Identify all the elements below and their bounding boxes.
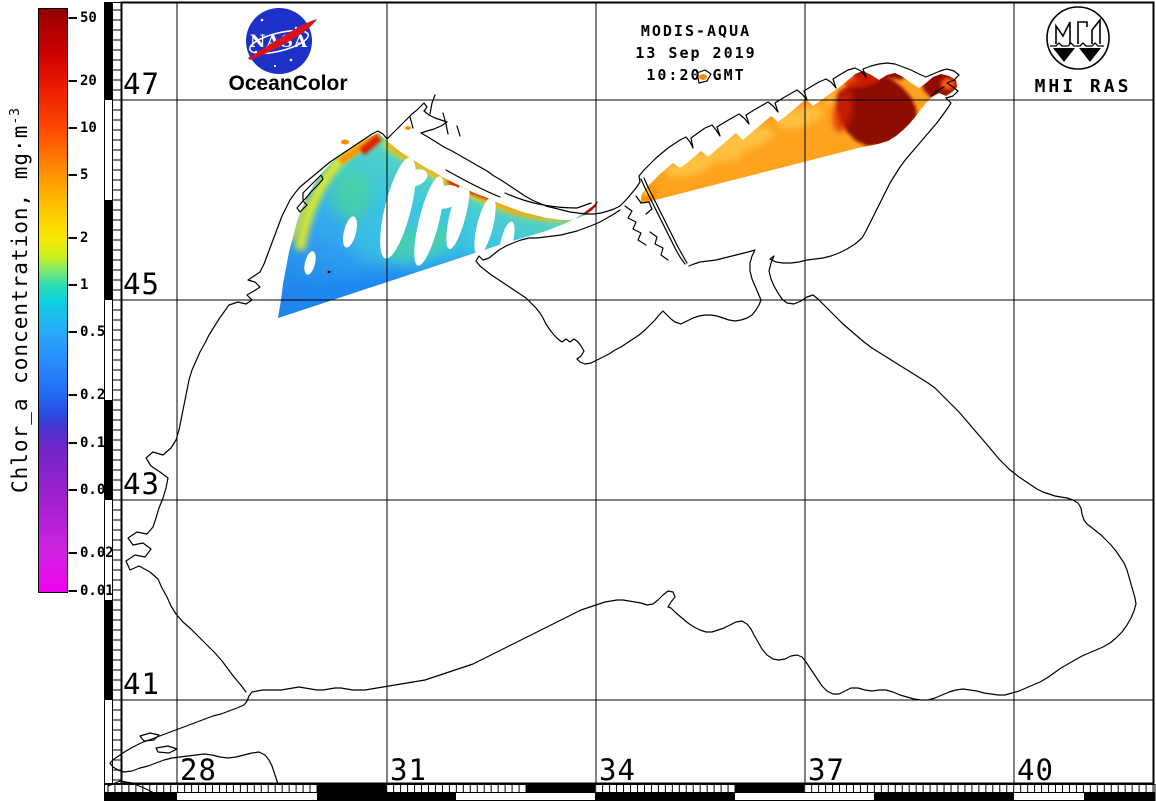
coastline-crimea [475, 209, 762, 365]
mhi-waves-icon [1050, 42, 1104, 47]
longitude-ruler-fine-block [526, 785, 595, 792]
swath-azov-base [640, 71, 957, 204]
coastlines [107, 62, 1137, 801]
colorbar [38, 8, 77, 593]
map-rulers [104, 2, 1156, 801]
longitude-ruler-fine-block [735, 785, 804, 792]
mhi-sail-right-icon [1079, 48, 1101, 62]
lat-lon-grid [121, 2, 1154, 784]
coastline-don-delta [930, 86, 945, 97]
lagoon-data-dots [341, 74, 707, 145]
coastline-bottom-corner [107, 780, 167, 801]
colorbar-tick-dashes [68, 17, 77, 592]
longitude-ruler-fine-block [317, 785, 387, 792]
coastline-dzharylgach [504, 192, 592, 209]
latitude-ruler-block [105, 200, 113, 300]
map-frame [120, 1, 1155, 785]
mhi-ras-logo [1046, 6, 1110, 70]
coastline-tendra-spit [445, 169, 501, 198]
coastline-arabat-spit [640, 178, 686, 265]
latitude-ruler-block [105, 600, 113, 700]
mhi-letter-m [1055, 21, 1071, 44]
coastline-molochna-lagoon [696, 69, 712, 84]
coastline-black-sea [109, 62, 1137, 785]
coastline-marmara-islands [139, 732, 178, 754]
mhi-letter-g [1077, 21, 1088, 44]
island-dot [327, 270, 331, 274]
longitude-ruler-coarse-block [1084, 793, 1155, 801]
swath-azov [640, 71, 957, 204]
longitude-ruler-coarse-block [874, 793, 1014, 801]
coastline-arabat-spit-inner [643, 177, 688, 264]
latitude-ruler-block [105, 400, 113, 500]
nasa-swoosh-icon [248, 19, 317, 60]
nasa-orbit-icon [249, 29, 309, 55]
coastline-estuary-stubs [409, 94, 461, 137]
swath-nw-shelf [278, 133, 598, 318]
longitude-ruler-fine [104, 784, 1156, 793]
longitude-ruler-coarse-block [595, 793, 735, 801]
nasa-logo: NASA [246, 8, 317, 74]
colorbar-bar [38, 8, 68, 593]
coastline-dniester-liman [296, 174, 324, 213]
longitude-ruler-coarse-block [317, 793, 456, 801]
mhi-letter-i [1091, 17, 1101, 44]
mhi-sail-left-icon [1053, 48, 1075, 62]
longitude-ruler-coarse-block [104, 793, 177, 801]
mhi-circle-icon [1046, 6, 1110, 70]
latitude-ruler-block [105, 2, 113, 100]
coastline-syvash [624, 195, 669, 261]
